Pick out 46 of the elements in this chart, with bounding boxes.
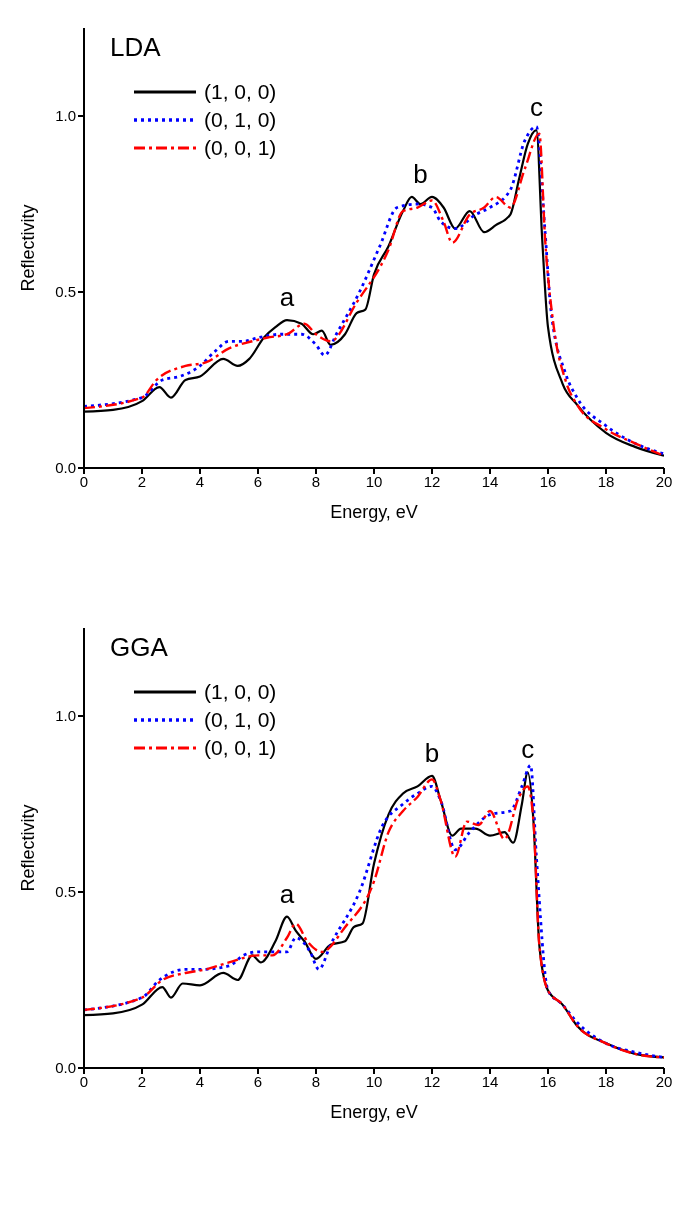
annotation: c: [521, 734, 535, 765]
annotation: a: [279, 878, 295, 909]
x-tick-label: 4: [195, 1072, 205, 1090]
x-tick-label: 20: [655, 1072, 673, 1090]
x-tick-label: 16: [539, 1072, 557, 1090]
legend-label: (0, 1, 0): [204, 108, 277, 132]
x-tick-label: 2: [137, 1072, 147, 1090]
legend-label: (1, 0, 0): [204, 680, 277, 704]
x-axis-title: Energy, eV: [330, 502, 418, 522]
x-axis-title: Energy, eV: [330, 1102, 418, 1122]
annotation: a: [279, 282, 295, 313]
annotation: b: [424, 737, 440, 768]
x-tick-label: 12: [423, 472, 441, 490]
x-tick-label: 4: [195, 472, 205, 490]
x-tick-label: 8: [311, 472, 321, 490]
x-tick-label: 8: [311, 1072, 321, 1090]
x-tick-label: 2: [137, 472, 147, 490]
chart-title: GGA: [110, 632, 168, 663]
x-tick-label: 20: [655, 472, 673, 490]
annotation: c: [529, 92, 543, 123]
legend-label: (1, 0, 0): [204, 80, 277, 104]
x-tick-label: 6: [253, 1072, 263, 1090]
x-tick-label: 12: [423, 1072, 441, 1090]
x-tick-label: 14: [481, 1072, 499, 1090]
legend-label: (0, 0, 1): [204, 736, 277, 760]
y-axis-title: Reflectivity: [18, 804, 39, 892]
x-tick-label: 14: [481, 472, 499, 490]
x-tick-label: 0: [79, 472, 89, 490]
annotation: b: [413, 158, 428, 189]
y-tick-label: 1.0: [55, 707, 76, 725]
legend-label: (0, 1, 0): [204, 708, 277, 732]
y-tick-label: 1.0: [55, 107, 76, 125]
x-tick-label: 0: [79, 1072, 89, 1090]
chart-title: LDA: [110, 32, 161, 63]
x-tick-label: 10: [365, 1072, 383, 1090]
legend-label: (0, 0, 1): [204, 136, 277, 160]
x-tick-label: 16: [539, 472, 557, 490]
y-tick-label: 0.0: [55, 1059, 76, 1077]
y-tick-label: 0.5: [55, 283, 76, 301]
x-tick-label: 18: [597, 1072, 615, 1090]
y-tick-label: 0.0: [55, 459, 76, 477]
x-tick-label: 18: [597, 472, 615, 490]
y-axis-title: Reflectivity: [18, 204, 39, 292]
x-tick-label: 10: [365, 472, 383, 490]
y-tick-label: 0.5: [55, 883, 76, 901]
x-tick-label: 6: [253, 472, 263, 490]
